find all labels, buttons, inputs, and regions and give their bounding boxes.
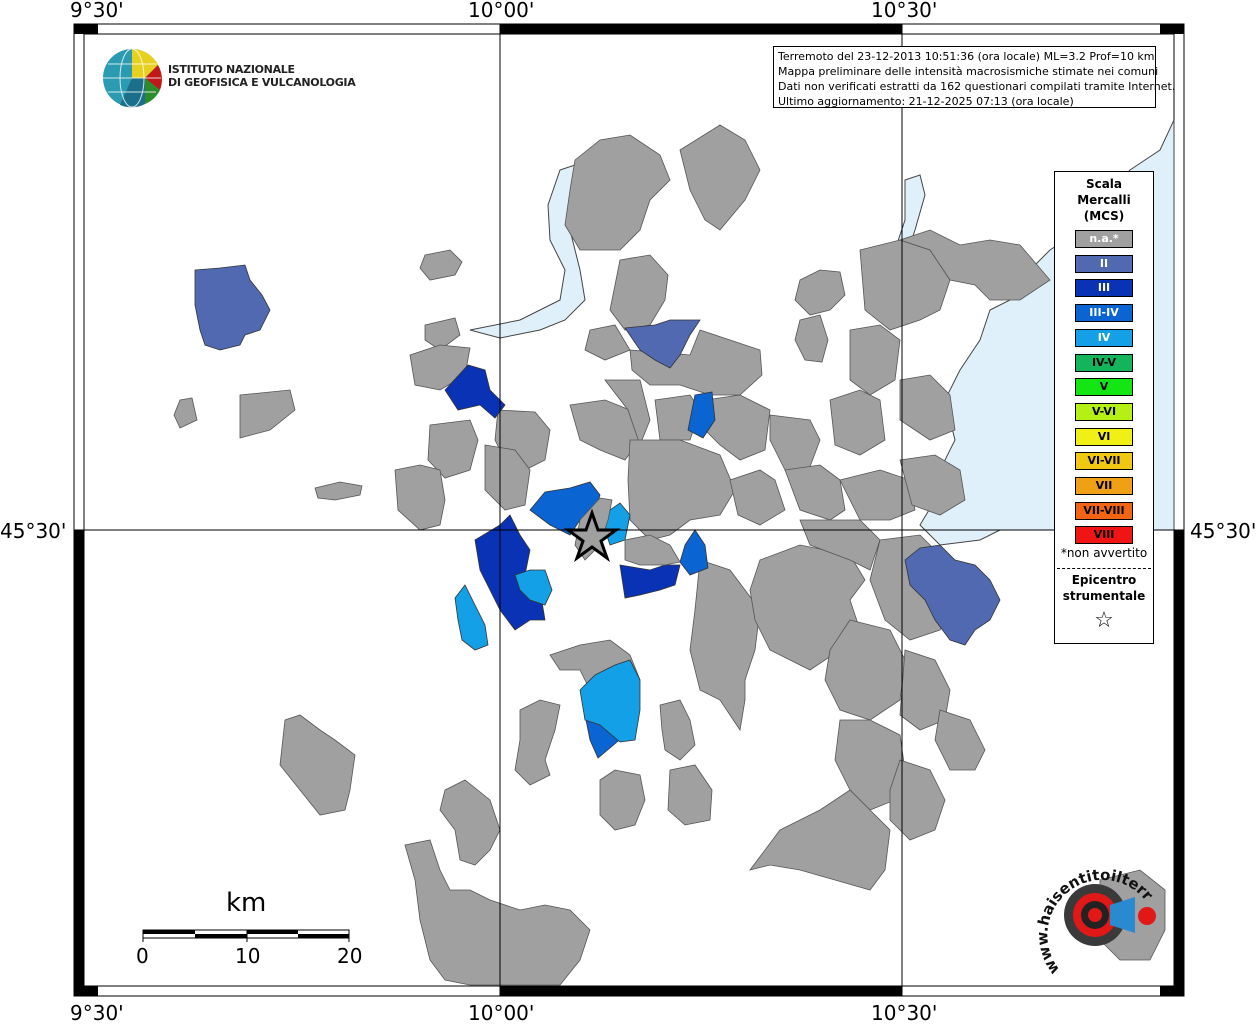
event-info-line3: Dati non verificati estratti da 162 ques… [778,80,1176,93]
ingv-logo-icon [103,48,162,108]
legend-epicenter-line2: strumentale [1062,589,1146,603]
legend-item: n.a.* [1075,230,1133,248]
legend-item: VII-VIII [1075,501,1133,520]
legend-title-line1: Scala [1085,177,1123,191]
lon-label-bottom-mid: 10°00' [468,1001,535,1025]
legend-star-icon: ☆ [1094,608,1114,633]
legend-item: V-VI [1075,402,1133,421]
lat-label-left: 45°30' [0,519,67,543]
legend-item: IV [1075,328,1133,347]
event-info-box: Terremoto del 23-12-2013 10:51:36 (ora l… [773,46,1176,108]
legend-item: VI-VII [1075,452,1133,471]
lon-label-bottom-right: 10°30' [871,1001,938,1025]
lon-label-top-left: 9°30' [70,0,124,22]
lat-label-right: 45°30' [1190,519,1256,543]
event-info-line4: Ultimo aggiornamento: 21-12-2025 07:13 (… [778,95,1074,108]
ingv-logo-text: ISTITUTO NAZIONALE DI GEOFISICA E VULCAN… [168,63,356,89]
ingv-line1: ISTITUTO NAZIONALE [168,63,295,76]
legend-separator [1057,568,1151,569]
lon-label-bottom-left: 9°30' [70,1001,124,1025]
svg-text:www.haisentitoilterremoto.it: www.haisentitoilterremoto.it [1030,860,1157,978]
legend-item: VIII [1075,526,1133,545]
legend-item: II [1075,254,1133,273]
legend-item: IV-V [1075,353,1133,372]
lon-label-top-mid: 10°00' [468,0,535,22]
scale-bar [142,929,350,942]
haisentito-logo-text: www.haisentitoilterremoto.it [1030,860,1157,978]
lon-label-top-right: 10°30' [871,0,938,22]
ingv-line2: DI GEOFISICA E VULCANOLOGIA [168,76,356,89]
graticule [74,24,1184,996]
legend-item: VII [1075,477,1133,495]
scale-bar-label-10: 10 [235,944,261,968]
legend-note: *non avvertito [1060,546,1148,560]
legend-title-line3: (MCS) [1083,209,1125,223]
mcs-legend: Scala Mercalli (MCS) n.a.* II III III-IV IV I… [1054,171,1154,644]
event-info-line1: Terremoto del 23-12-2013 10:51:36 (ora l… [778,50,1155,63]
legend-item: VI [1075,427,1133,446]
scale-bar-label-20: 20 [337,944,363,968]
legend-epicenter-label: Epicentro strumentale [1055,572,1153,604]
legend-title-line2: Mercalli [1077,193,1131,207]
municipalities-na [173,124,1166,986]
scale-bar-label-0: 0 [136,944,149,968]
legend-title: Scala Mercalli (MCS) [1055,176,1153,224]
haisentito-url: www.haisentitoilterremoto.it [1030,860,1157,978]
haisentito-logo-icon [1064,884,1156,946]
frame-ticks [74,24,1184,996]
event-info-line2: Mappa preliminare delle intensità macros… [778,65,1159,78]
legend-epicenter-line1: Epicentro [1071,573,1137,587]
legend-item: V [1075,378,1133,397]
municipalities-ii [194,264,1001,646]
scale-bar-unit: km [226,888,267,918]
legend-item: III-IV [1075,304,1133,323]
municipalities-iii [444,364,681,631]
epicenter-star [563,508,621,563]
legend-item: III [1075,279,1133,298]
